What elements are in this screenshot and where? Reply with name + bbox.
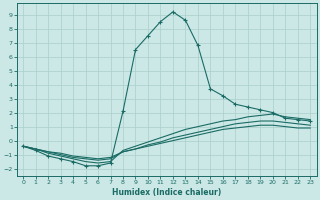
X-axis label: Humidex (Indice chaleur): Humidex (Indice chaleur) — [112, 188, 221, 197]
